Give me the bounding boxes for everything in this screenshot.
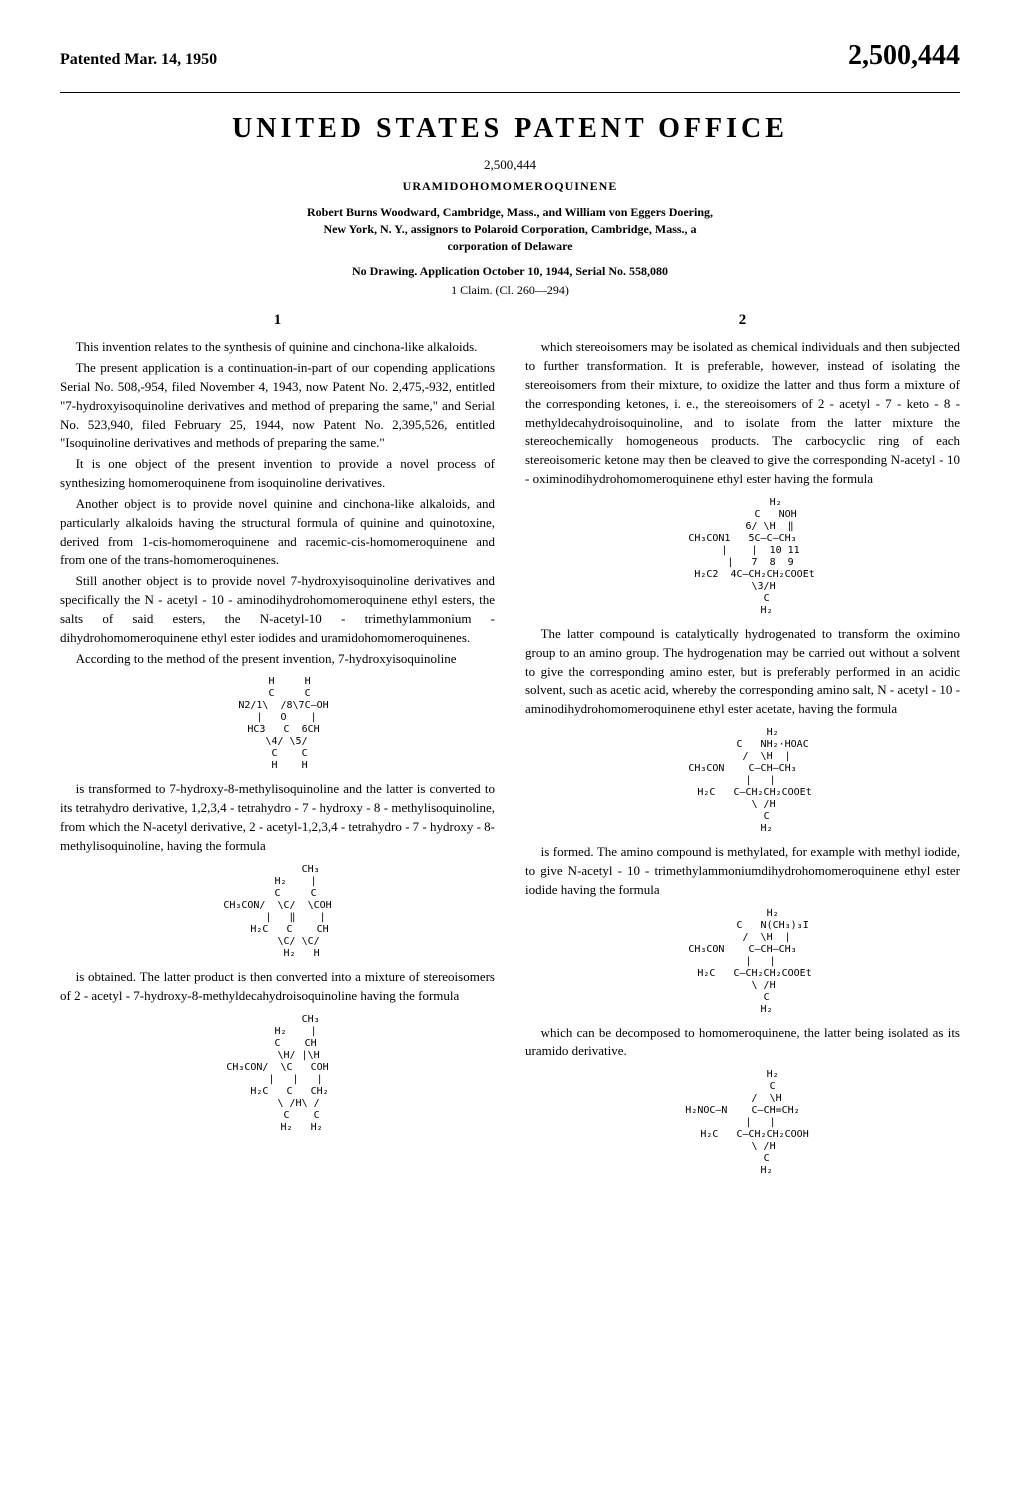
col1-para1: This invention relates to the synthesis …	[60, 338, 495, 357]
col1-formula2: CH₃ H₂ | C C CH₃CON/ \C/ \COH | ‖ | H₂C …	[60, 864, 495, 960]
patent-number-large: 2,500,444	[848, 40, 960, 72]
col1-para4: Another object is to provide novel quini…	[60, 495, 495, 570]
col1-para5: Still another object is to provide novel…	[60, 572, 495, 647]
header-divider	[60, 92, 960, 93]
col1-formula3: CH₃ H₂ | C CH \H/ |\H CH₃CON/ \C COH | |…	[60, 1014, 495, 1134]
col2-para1: which stereoisomers may be isolated as c…	[525, 338, 960, 489]
column-1: 1 This invention relates to the synthesi…	[60, 310, 495, 1185]
col2-para3: is formed. The amino compound is methyla…	[525, 843, 960, 900]
col1-para7: is transformed to 7-hydroxy-8-methylisoq…	[60, 780, 495, 855]
compound-title: URAMIDOHOMOMEROQUINENE	[60, 179, 960, 194]
column-1-number: 1	[60, 310, 495, 332]
col1-para6: According to the method of the present i…	[60, 650, 495, 669]
content-wrap: 1 This invention relates to the synthesi…	[60, 310, 960, 1185]
col2-para4: which can be decomposed to homomeroquine…	[525, 1024, 960, 1062]
col1-para3: It is one object of the present inventio…	[60, 455, 495, 493]
office-title: UNITED STATES PATENT OFFICE	[60, 113, 960, 145]
two-column-layout: 1 This invention relates to the synthesi…	[60, 310, 960, 1185]
inventors-block: Robert Burns Woodward, Cambridge, Mass.,…	[300, 204, 720, 254]
header-row: Patented Mar. 14, 1950 2,500,444	[60, 40, 960, 72]
column-2-number: 2	[525, 310, 960, 332]
col2-formula3: H₂ C N(CH₃)₃I / \H | CH₃CON C—CH—CH₃ | |…	[525, 908, 960, 1016]
col2-formula4: H₂ C / \H H₂NOC—N C—CH=CH₂ | | H₂C C—CH₂…	[525, 1069, 960, 1177]
patent-number-small: 2,500,444	[60, 157, 960, 173]
claim-line: 1 Claim. (Cl. 260—294)	[60, 283, 960, 298]
col1-formula1: H H C C N2/1\ /8\7C—OH | O | HC3 C 6CH \…	[60, 676, 495, 772]
application-info: No Drawing. Application October 10, 1944…	[60, 264, 960, 279]
patented-date: Patented Mar. 14, 1950	[60, 51, 217, 69]
col1-para8: is obtained. The latter product is then …	[60, 968, 495, 1006]
col2-para2: The latter compound is catalytically hyd…	[525, 625, 960, 719]
col2-formula1: H₂ C NOH 6/ \H ‖ CH₃CON1 5C—C—CH₃ | | 10…	[525, 497, 960, 617]
col2-formula2: H₂ C NH₂·HOAC / \H | CH₃CON C—CH—CH₃ | |…	[525, 727, 960, 835]
column-2: 2 which stereoisomers may be isolated as…	[525, 310, 960, 1185]
col1-para2: The present application is a continuatio…	[60, 359, 495, 453]
